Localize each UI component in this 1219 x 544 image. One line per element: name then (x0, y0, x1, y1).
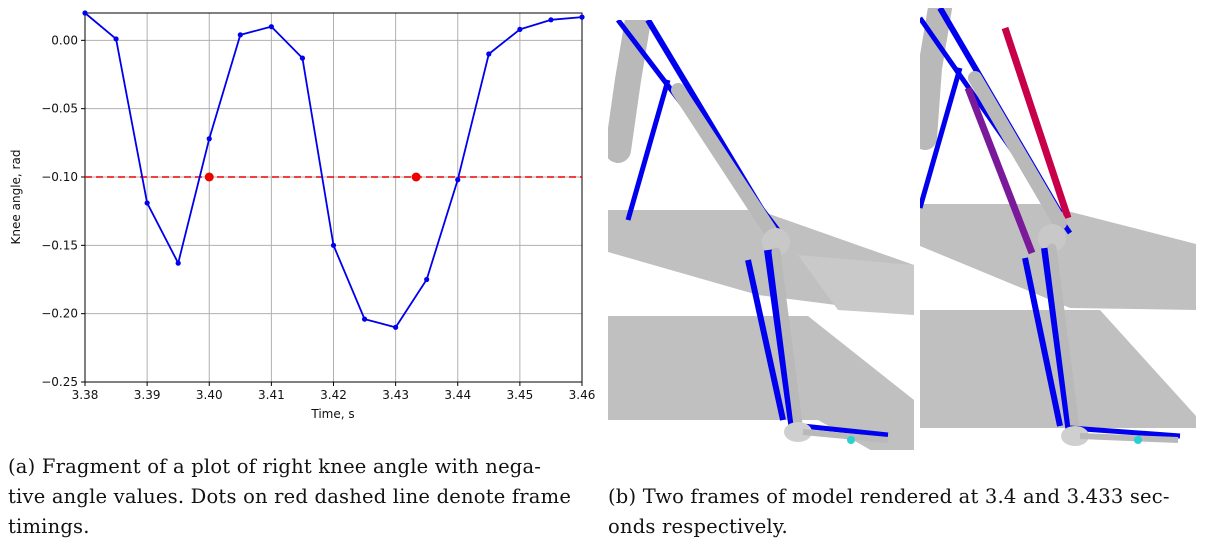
muscle (625, 79, 671, 221)
data-point (330, 242, 337, 248)
data-point (548, 17, 554, 23)
plot-frame (84, 12, 583, 383)
data-point (144, 200, 150, 206)
x-tick-label: 3.43 (382, 388, 409, 402)
highlighted-muscle (964, 86, 1036, 255)
chart-series (82, 10, 585, 330)
data-point (237, 32, 243, 38)
x-axis-label: Time, s (310, 407, 354, 421)
knee-joint (762, 228, 790, 256)
chart-grid (84, 13, 583, 383)
frame-timing-dot (204, 172, 214, 182)
data-point (113, 36, 119, 42)
data-point (299, 55, 306, 61)
y-axis-label: Knee angle, rad (9, 150, 23, 245)
x-tick-label: 3.44 (444, 388, 471, 402)
foot-marker (847, 436, 855, 444)
floor-tile (920, 204, 1196, 310)
data-point (361, 316, 368, 322)
caption-a-line-3: timings. (8, 515, 90, 538)
data-point (486, 51, 492, 57)
x-tick-label: 3.42 (320, 388, 347, 402)
caption-b: (b) Two frames of model rendered at 3.4 … (608, 482, 1208, 542)
data-point (517, 26, 523, 32)
knee-joint (1038, 224, 1066, 252)
femur-bone (671, 83, 780, 242)
muscle (764, 249, 797, 431)
caption-a-line-2: tive angle values. Dots on red dashed li… (8, 485, 572, 508)
data-point (455, 177, 461, 183)
data-point (175, 260, 181, 266)
caption-a-line-1: (a) Fragment of a plot of right knee ang… (8, 455, 542, 478)
data-point (82, 10, 88, 16)
data-point (206, 136, 212, 142)
muscle (1069, 425, 1181, 439)
data-point (393, 324, 399, 330)
caption-a: (a) Fragment of a plot of right knee ang… (8, 452, 600, 542)
y-tick-label: −0.25 (41, 375, 78, 389)
floor-tile (608, 316, 914, 420)
muscle (1041, 247, 1074, 434)
tibia-bone (1047, 243, 1080, 433)
foot-bones (802, 429, 889, 443)
muscle (920, 67, 963, 209)
muscle (745, 259, 786, 421)
knee-angle-chart: 3.38 3.39 3.40 3.41 3.42 3.43 3.44 3.45 3.46 0.00… (9, 10, 595, 421)
y-tick-label: −0.20 (41, 307, 78, 321)
x-tick-label: 3.39 (134, 388, 161, 402)
frame-timing-dot (411, 172, 421, 182)
femur-bone (968, 71, 1067, 230)
y-tick-label: −0.15 (41, 238, 78, 252)
muscle (1022, 257, 1063, 427)
data-point (268, 24, 274, 30)
tibia-bone (771, 247, 803, 430)
data-point (579, 14, 585, 20)
y-tick-label: −0.10 (41, 170, 78, 184)
foot-bones (1079, 433, 1179, 443)
highlighted-muscle (1001, 26, 1072, 220)
y-tick-label: −0.05 (41, 102, 78, 116)
floor-tile (798, 255, 914, 315)
render-frame-1 (608, 20, 914, 450)
data-point (424, 276, 430, 283)
heel-bone (1061, 426, 1089, 446)
caption-b-line-2: onds respectively. (608, 515, 788, 538)
render-frame-2 (920, 8, 1196, 460)
chart-ticks: 3.38 3.39 3.40 3.41 3.42 3.43 3.44 3.45 3.46 0.00… (41, 33, 595, 402)
caption-b-line-1: (b) Two frames of model rendered at 3.4 … (608, 485, 1170, 508)
bone (920, 8, 952, 150)
x-tick-label: 3.46 (569, 388, 596, 402)
y-tick-label: 0.00 (51, 33, 78, 47)
x-tick-label: 3.38 (72, 388, 99, 402)
x-tick-label: 3.41 (258, 388, 285, 402)
x-tick-label: 3.45 (507, 388, 534, 402)
foot-marker (1134, 436, 1142, 444)
heel-bone (784, 422, 812, 442)
x-tick-label: 3.40 (196, 388, 223, 402)
